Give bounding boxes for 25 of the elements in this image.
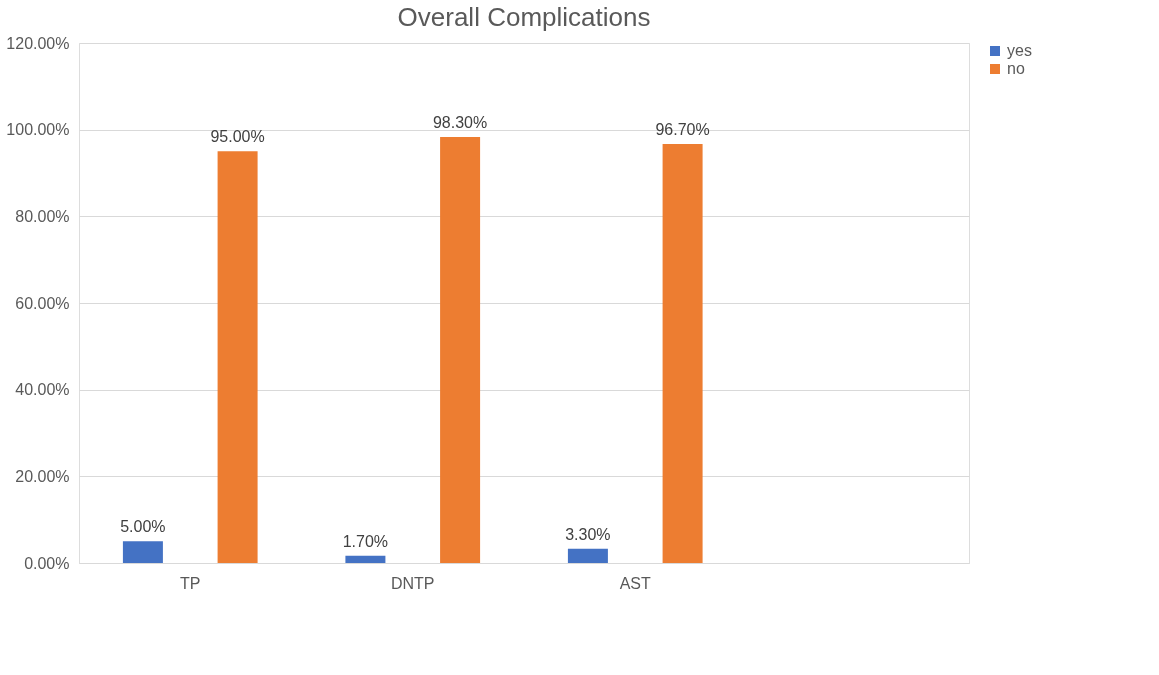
data-label: 3.30% [565,525,611,543]
y-tick-label: 20.00% [15,467,70,485]
legend-label: yes [1007,42,1032,59]
x-tick-label: DNTP [390,574,435,592]
bar [440,137,481,563]
y-tick-label: 40.00% [15,381,70,399]
y-tick-label: 60.00% [15,294,70,312]
bar [345,555,386,563]
x-tick-label: TP [180,574,201,592]
bar [567,548,608,563]
bar [122,541,163,563]
bar [662,143,703,563]
y-tick-label: 120.00% [6,34,70,52]
y-tick-label: 80.00% [15,207,70,225]
data-label: 95.00% [210,128,265,146]
y-tick-label: 100.00% [6,121,70,139]
data-label: 5.00% [120,518,166,536]
x-tick-label: AST [619,574,652,592]
data-label: 1.70% [342,532,389,550]
legend-label: no [1007,60,1025,77]
data-label: 96.70% [655,120,710,138]
bar [217,151,258,563]
y-tick-label: 0.00% [24,554,70,572]
data-label: 98.30% [432,114,488,132]
chart-title: Overall Complications [397,2,651,32]
